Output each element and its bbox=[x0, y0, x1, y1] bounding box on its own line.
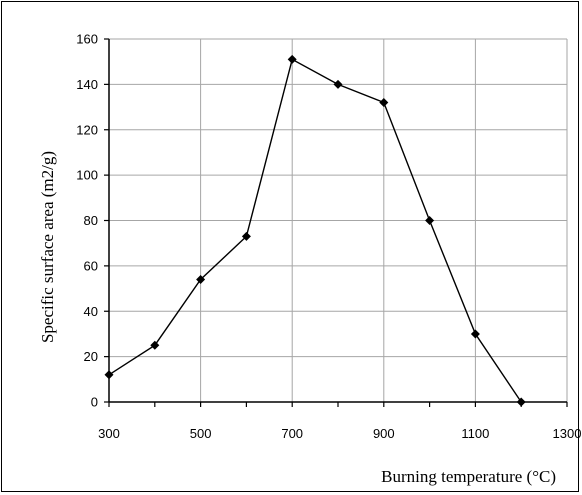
data-point-marker bbox=[287, 54, 297, 64]
data-series bbox=[104, 54, 526, 407]
y-tick-label: 120 bbox=[76, 122, 98, 137]
data-point-marker bbox=[196, 274, 206, 284]
y-tick-label: 40 bbox=[84, 304, 98, 319]
data-point-marker bbox=[333, 79, 343, 89]
x-tick-labels: 300 500 700 900 1100 1300 bbox=[98, 426, 581, 441]
x-tick-label: 1300 bbox=[553, 426, 582, 441]
x-tick-label: 500 bbox=[190, 426, 212, 441]
x-tick-label: 700 bbox=[281, 426, 303, 441]
y-tick-label: 100 bbox=[76, 168, 98, 183]
y-axis-title: Specific surface area (m2/g) bbox=[38, 151, 57, 343]
x-tick-label: 300 bbox=[98, 426, 120, 441]
data-point-marker bbox=[150, 340, 160, 350]
data-point-marker bbox=[379, 98, 389, 108]
data-point-marker bbox=[425, 216, 435, 225]
x-axis-title: Burning temperature (°C) bbox=[381, 467, 556, 486]
axes bbox=[104, 38, 568, 407]
y-tick-label: 20 bbox=[84, 349, 98, 364]
gridlines bbox=[109, 38, 568, 402]
y-tick-label: 0 bbox=[91, 395, 98, 410]
data-point-marker bbox=[516, 397, 526, 407]
y-tick-label: 160 bbox=[76, 32, 98, 47]
x-tick-label: 900 bbox=[373, 426, 395, 441]
data-point-marker bbox=[470, 329, 480, 339]
x-tick-label: 1100 bbox=[461, 426, 489, 441]
y-tick-label: 60 bbox=[84, 258, 98, 273]
y-tick-label: 140 bbox=[76, 77, 98, 92]
data-point-marker bbox=[104, 370, 114, 380]
y-tick-label: 80 bbox=[84, 213, 98, 228]
data-point-marker bbox=[241, 231, 251, 241]
series-line bbox=[108, 58, 522, 403]
y-tick-labels: 0 20 40 60 80 100 120 140 160 bbox=[76, 32, 98, 410]
